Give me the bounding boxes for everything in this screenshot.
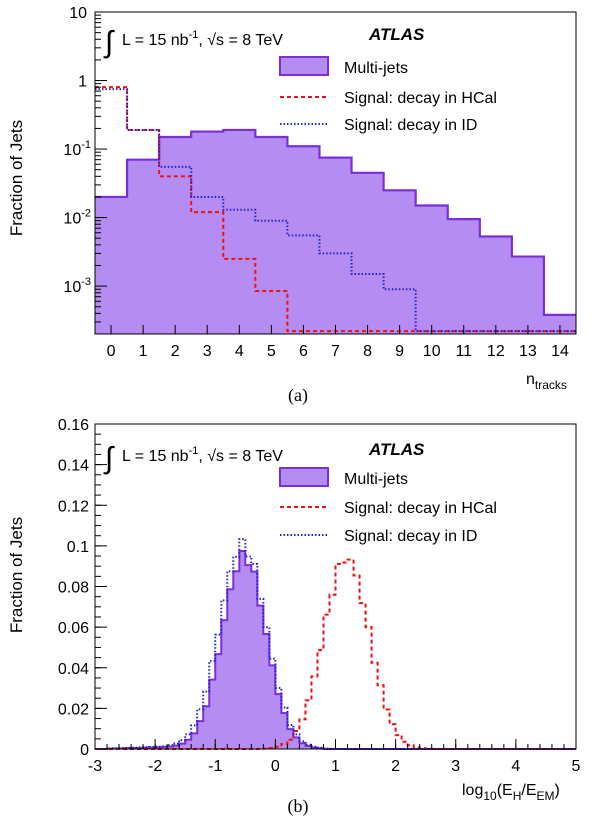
x-tick-label-a: 0 [107,343,116,360]
y-tick-label-a: 10-2 [63,208,91,228]
y-tick-label-b: 0.04 [58,661,89,678]
legend-entry-b: Multi-jets [344,471,408,488]
panel-b-legend: Multi-jets Signal: decay in HCal Signal: d… [279,467,497,545]
y-tick-label-b: 0.06 [58,620,89,637]
integral-sign-a: ∫ [103,26,115,59]
x-tick-label-a: 6 [299,343,308,360]
legend-entry-a: Multi-jets [344,60,408,77]
x-tick-label-b: 5 [572,758,581,775]
x-tick-label-a: 12 [487,343,505,360]
x-tick-label-a: 2 [171,343,180,360]
x-tick-label-a: 5 [267,343,276,360]
x-tick-label-b: 2 [391,758,400,775]
panel-b-histograms [95,538,576,750]
panel-a-atlas-label: ATLAS [368,25,425,44]
panel-b-ticks: -3 -2 -1 0 1 2 3 4 5 0 0.02 0.04 0.06 0.08 0.1 0.12 0.14… [58,417,581,775]
y-tick-label-b: 0.02 [58,701,89,718]
panel-b-label: (b) [288,796,309,817]
panel-a-label: (a) [288,385,308,406]
x-tick-label-b: 1 [331,758,340,775]
x-tick-label-a: 9 [395,343,404,360]
legend-entry-a: Signal: decay in ID [344,117,477,134]
x-tick-label-b: 3 [451,758,460,775]
y-tick-label-b: 0 [80,742,89,759]
panel-b-ylabel: Fraction of Jets [7,517,26,633]
x-tick-label-a: 8 [363,343,372,360]
x-tick-label-a: 14 [551,343,569,360]
panel-a-histograms [95,86,576,334]
legend-entry-b: Signal: decay in ID [344,528,477,545]
panel-b-xlabel: log10(EH/EEM) [462,782,560,803]
multijets-fill-a [95,129,576,334]
y-tick-label-a: 1 [78,74,87,91]
x-tick-label-b: 4 [511,758,520,775]
panel-b-lumi: L = 15 nb-1, √s = 8 TeV [122,445,283,465]
x-tick-label-a: 4 [235,343,244,360]
legend-swatch-multijets-b [279,467,329,487]
x-tick-label-b: -2 [148,758,162,775]
x-tick-label-a: 11 [455,343,472,360]
y-tick-label-a: 10-1 [63,139,91,159]
x-tick-label-b: 0 [271,758,280,775]
integral-sign-b: ∫ [103,442,115,475]
multijets-fill-b [95,551,576,749]
panel-a-lumi: L = 15 nb-1, √s = 8 TeV [122,29,283,49]
panel-a-legend: Multi-jets Signal: decay in HCal Signal: d… [279,56,497,134]
y-tick-label-b: 0.1 [67,539,89,556]
y-tick-label-b: 0.14 [58,458,89,475]
panel-a-ylabel: Fraction of Jets [7,120,26,236]
x-tick-label-a: 13 [519,343,537,360]
x-tick-label-a: 1 [139,343,148,360]
x-tick-label-a: 7 [331,343,340,360]
legend-swatch-multijets-a [279,56,329,76]
multijets-line-a [95,128,576,316]
x-tick-label-a: 3 [203,343,212,360]
y-tick-label-a: 10 [69,5,87,22]
y-tick-label-b: 0.08 [58,580,89,597]
id-signal-line-a [95,88,576,333]
panel-b-atlas-label: ATLAS [368,440,425,459]
hcal-signal-line-b [95,558,576,750]
y-tick-label-a: 10-3 [63,276,91,296]
panel-a-xlabel: ntracks [526,371,567,392]
legend-entry-a: Signal: decay in HCal [344,90,497,107]
x-tick-label-b: -1 [208,758,222,775]
x-tick-label-a: 10 [423,343,441,360]
x-tick-label-b: -3 [88,758,102,775]
panel-b-chart: -3 -2 -1 0 1 2 3 4 5 0 0.02 0.04 0.06 0.08 0.1 0.12 0.14… [7,417,581,817]
legend-entry-b: Signal: decay in HCal [344,500,497,517]
y-tick-label-b: 0.12 [58,498,89,515]
id-signal-line-b [95,538,576,750]
y-tick-label-b: 0.16 [58,417,89,434]
